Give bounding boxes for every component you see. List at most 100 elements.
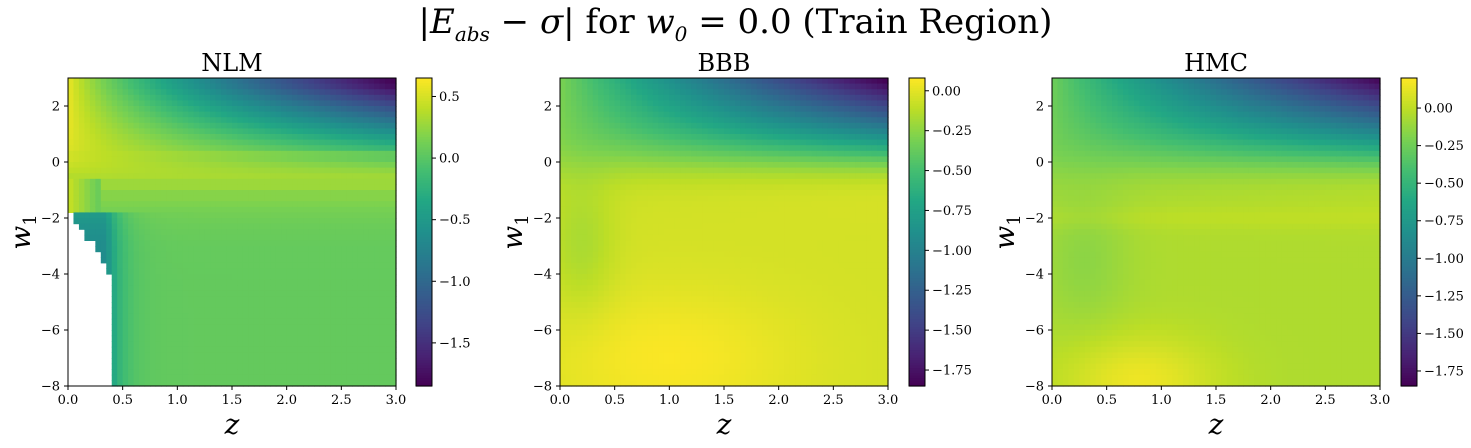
heatmap-cell: [576, 111, 583, 118]
heatmap-cell: [570, 145, 577, 152]
heatmap-cell: [182, 122, 189, 129]
heatmap-cell: [303, 246, 310, 253]
heatmap-cell: [221, 296, 228, 303]
heatmap-cell: [128, 246, 135, 253]
heatmap-cell: [636, 134, 643, 141]
heatmap-cell: [592, 268, 599, 275]
heatmap-cell: [144, 128, 151, 135]
heatmap-cell: [603, 201, 610, 208]
heatmap-cell: [603, 341, 610, 348]
heatmap-cell: [259, 94, 266, 101]
heatmap-cell: [587, 307, 594, 314]
heatmap-cell: [242, 195, 249, 202]
heatmap-cell: [264, 190, 271, 197]
heatmap-cell: [718, 369, 725, 376]
heatmap-cell: [341, 324, 348, 331]
heatmap-cell: [724, 251, 731, 258]
heatmap-cell: [576, 313, 583, 320]
heatmap-cell: [636, 352, 643, 359]
heatmap-cell: [663, 290, 670, 297]
heatmap-cell: [385, 346, 392, 353]
heatmap-cell: [669, 156, 676, 163]
heatmap-cell: [341, 274, 348, 281]
heatmap-cell: [117, 178, 124, 185]
heatmap-cell: [724, 285, 731, 292]
heatmap-cell: [363, 352, 370, 359]
heatmap-cell: [565, 218, 572, 225]
heatmap-cell: [259, 206, 266, 213]
heatmap-cell: [253, 122, 260, 129]
colorbar-segment: [416, 157, 432, 161]
heatmap-cell: [144, 173, 151, 180]
heatmap-cell: [193, 94, 200, 101]
heatmap-cell: [346, 352, 353, 359]
heatmap-cell: [188, 100, 195, 107]
heatmap-cell: [642, 117, 649, 124]
heatmap-cell: [297, 167, 304, 174]
heatmap-cell: [100, 162, 107, 169]
heatmap-cell: [199, 246, 206, 253]
heatmap-cell: [614, 167, 621, 174]
heatmap-cell: [363, 156, 370, 163]
heatmap-cell: [658, 290, 665, 297]
colorbar-segment: [416, 329, 432, 333]
heatmap-cell: [702, 296, 709, 303]
heatmap-cell: [319, 307, 326, 314]
heatmap-cell: [248, 274, 255, 281]
heatmap-cell: [680, 212, 687, 219]
heatmap-cell: [292, 274, 299, 281]
heatmap-cell: [150, 268, 157, 275]
heatmap-cell: [210, 78, 217, 85]
heatmap-cell: [374, 251, 381, 258]
heatmap-cell: [335, 156, 342, 163]
heatmap-cell: [188, 206, 195, 213]
heatmap-cell: [609, 201, 616, 208]
heatmap-cell: [330, 358, 337, 365]
heatmap-cell: [669, 251, 676, 258]
heatmap-cell: [587, 346, 594, 353]
colorbar-segment: [416, 126, 432, 130]
heatmap-cell: [319, 167, 326, 174]
heatmap-cell: [259, 190, 266, 197]
heatmap-cell: [199, 274, 206, 281]
heatmap-cell: [144, 78, 151, 85]
heatmap-cell: [286, 139, 293, 146]
heatmap-cell: [78, 184, 85, 191]
heatmap-cell: [658, 184, 665, 191]
heatmap-cell: [204, 358, 211, 365]
heatmap-cell: [642, 184, 649, 191]
heatmap-cell: [368, 369, 375, 376]
heatmap-cell: [199, 162, 206, 169]
heatmap-cell: [614, 240, 621, 247]
heatmap-cell: [160, 128, 167, 135]
heatmap-cell: [663, 201, 670, 208]
heatmap-cell: [324, 352, 331, 359]
heatmap-cell: [95, 190, 102, 197]
heatmap-cell: [182, 240, 189, 247]
colorbar-segment: [416, 244, 432, 248]
heatmap-cell: [713, 262, 720, 269]
heatmap-cell: [210, 358, 217, 365]
heatmap-cell: [308, 78, 315, 85]
heatmap-cell: [352, 134, 359, 141]
heatmap-cell: [128, 167, 135, 174]
heatmap-cell: [636, 94, 643, 101]
heatmap-cell: [122, 145, 129, 152]
heatmap-cell: [177, 324, 184, 331]
heatmap-cell: [724, 358, 731, 365]
heatmap-cell: [357, 83, 364, 90]
heatmap-cell: [297, 363, 304, 370]
heatmap-cell: [609, 374, 616, 381]
heatmap-cell: [330, 380, 337, 387]
colorbar-segment: [416, 375, 432, 379]
heatmap-cell: [724, 374, 731, 381]
heatmap-cell: [390, 218, 397, 225]
heatmap-cell: [385, 268, 392, 275]
heatmap-cell: [379, 212, 386, 219]
heatmap-cell: [614, 83, 621, 90]
heatmap-cell: [314, 134, 321, 141]
colorbar-segment: [416, 167, 432, 171]
heatmap-cell: [702, 274, 709, 281]
heatmap-cell: [160, 251, 167, 258]
heatmap-cell: [303, 330, 310, 337]
